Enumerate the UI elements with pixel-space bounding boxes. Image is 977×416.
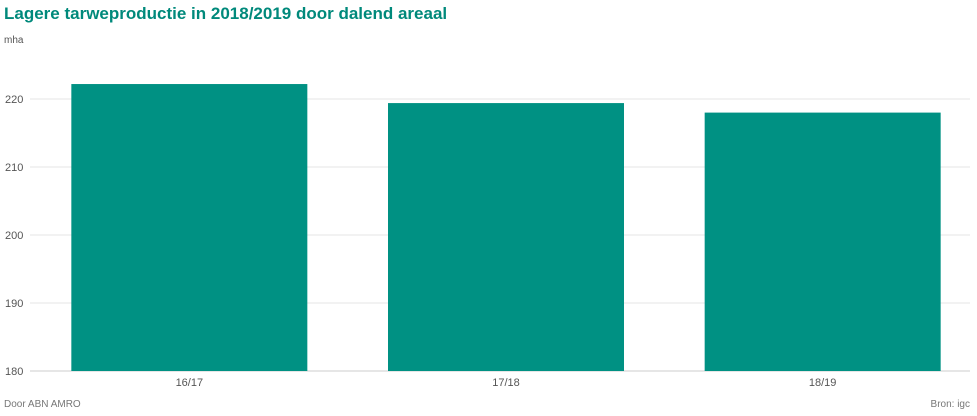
- y-axis-unit: mha: [4, 35, 24, 46]
- y-tick-label: 220: [5, 94, 23, 106]
- x-tick-label: 16/17: [176, 377, 204, 389]
- bar-18-19: [704, 112, 941, 371]
- y-tick-label: 210: [5, 162, 23, 174]
- bar-16-17: [71, 84, 308, 371]
- y-tick-label: 200: [5, 230, 23, 242]
- x-tick-label: 17/18: [492, 377, 520, 389]
- chart-title: Lagere tarweproductie in 2018/2019 door …: [4, 4, 448, 23]
- y-tick-label: 180: [5, 366, 23, 378]
- footer-source: Bron: igc: [930, 399, 970, 410]
- bar-17-18: [388, 103, 624, 371]
- x-axis-ticks: 16/17 17/18 18/19: [176, 377, 837, 389]
- y-tick-label: 190: [5, 298, 23, 310]
- x-tick-label: 18/19: [809, 377, 837, 389]
- bars: [71, 84, 941, 371]
- y-axis-ticks: 180 190 200 210 220: [5, 94, 23, 378]
- footer-credit: Door ABN AMRO: [4, 399, 81, 410]
